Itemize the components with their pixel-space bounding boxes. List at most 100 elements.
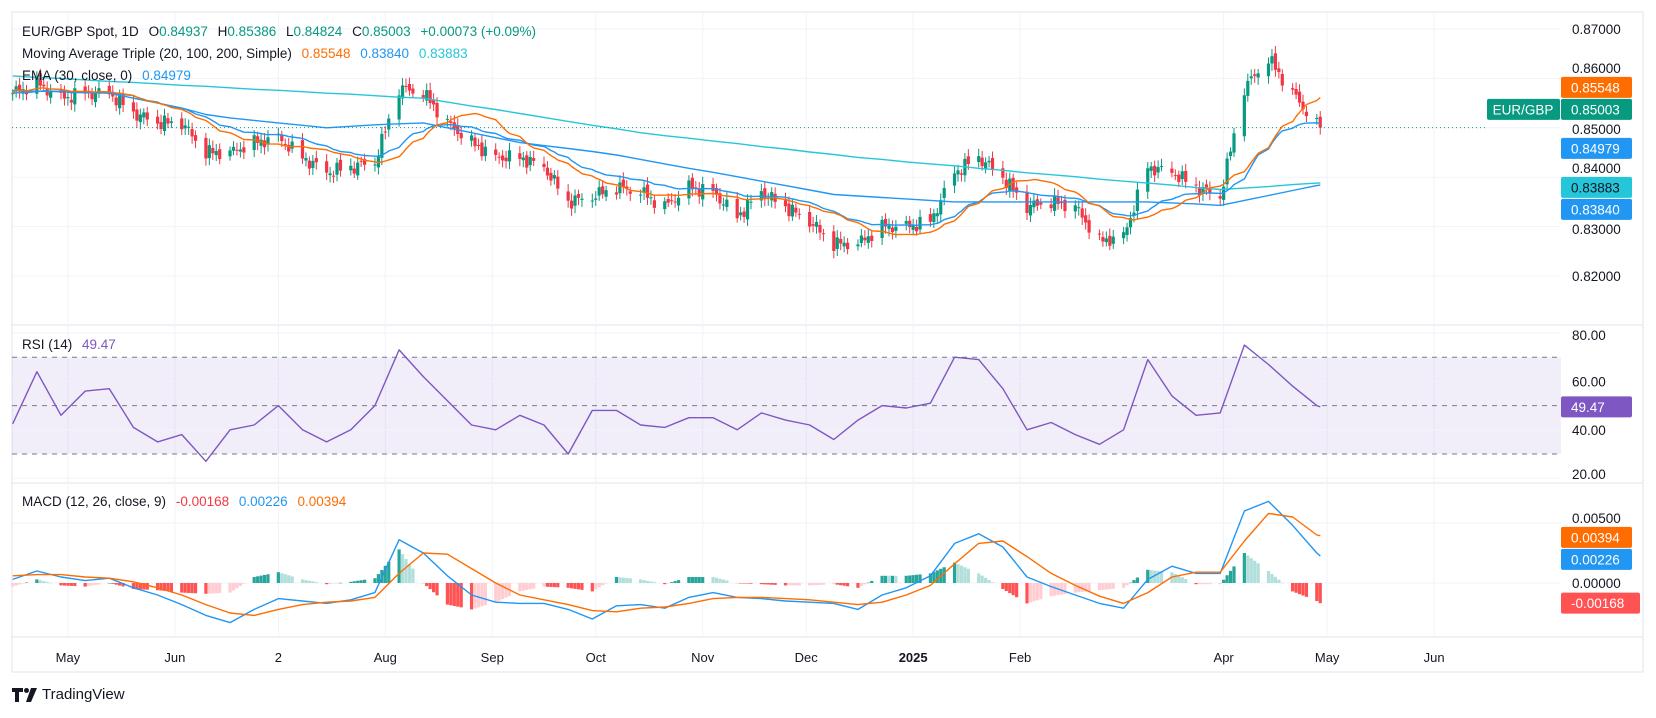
macd-histogram-bar [432,583,436,593]
macd-histogram-bar [425,583,429,587]
candle-body [373,164,377,166]
macd-histogram-bar [573,583,577,589]
macd-histogram-bar [397,549,401,583]
candle-body [228,150,232,157]
candle-body [252,135,256,151]
macd-histogram-bar [400,554,405,583]
macd-histogram-bar [952,562,957,583]
macd-histogram-bar [90,583,94,586]
candle-body [1184,170,1188,182]
candle-body [62,89,67,99]
candle-body [411,88,415,94]
macd-histogram-bar [597,583,601,588]
macd-histogram-bar [11,583,15,587]
candle-body [783,200,788,207]
macd-histogram-bar [1249,558,1253,583]
macd-histogram-bar [932,571,936,583]
candle-body [242,147,246,153]
rsi-value-tag: 49.47 [1561,396,1632,418]
macd-histogram-bar [259,575,263,583]
candle-body [832,231,836,251]
macd-histogram-bar [590,583,594,592]
macd-line [12,500,1321,624]
candle-body [797,213,801,215]
candle-body [1294,89,1298,95]
rsi-label: RSI (14) [22,337,73,352]
candle-body [1032,200,1036,208]
candle-body [407,84,412,91]
macd-histogram-bar [794,583,798,586]
macd-histogram-bar [1177,575,1181,583]
candle-body [421,95,425,98]
macd-histogram-bar [1228,570,1233,583]
macd-histogram-bar [383,565,387,583]
candle-body [1246,80,1250,96]
macd-histogram-bar [963,567,967,583]
candle-body [1122,232,1126,239]
candle-body [590,200,594,202]
macd-histogram-bar [107,583,111,584]
candle-body [597,187,601,196]
candle-body [211,147,215,154]
candle-body [142,112,146,118]
rsi-legend[interactable]: RSI (14) 49.47 [22,337,122,353]
macd-histogram-bar [739,583,743,584]
last-price-tag: 0.85003 [1561,98,1632,120]
candle-body [745,200,750,220]
candle-body [207,145,211,159]
candle-body [1256,73,1260,78]
macd-histogram-bar [1159,571,1164,583]
symbol-price-tag-text: EUR/GBP [1493,102,1554,117]
macd-histogram-bar [483,583,487,606]
candle-body [335,162,339,175]
macd-histogram-bar [1270,573,1274,583]
candle-body [397,95,401,120]
ema-legend[interactable]: EMA (30, close, 0) 0.84979 [22,68,197,84]
candle-body [504,157,508,162]
ma-triple-legend[interactable]: Moving Average Triple (20, 100, 200, Sim… [22,46,474,62]
candle-body [714,188,719,195]
macd-histogram-bar [1063,583,1067,595]
macd-histogram-bar [494,583,498,603]
macd-histogram-bar [87,583,91,587]
macd-axis-label: 0.00000 [1572,576,1621,591]
candle-body [915,226,919,232]
macd-histogram-bar [1059,583,1064,595]
macd-histogram-bar [1111,583,1115,589]
macd-histogram-bar [228,583,232,593]
macd-histogram-bar [1122,583,1126,588]
candle-body [880,219,884,239]
candle-body [1242,95,1246,137]
candle-body [38,73,42,86]
price-axis-label: 0.85000 [1572,122,1621,137]
symbol-price-tag-bg [1487,98,1560,120]
ema30-price-tag: 0.84979 [1561,137,1632,159]
candle-body [1146,168,1150,192]
candle-body [90,92,94,100]
candle-body [114,97,118,106]
ohlc-open-label: O [148,24,160,39]
candle-body [1015,187,1019,193]
price-axis-label: 0.84000 [1572,161,1621,176]
macd-histogram-bar [863,583,867,585]
macd-histogram-bar [1194,583,1198,585]
macd-histogram-bar [1028,583,1033,603]
tradingview-logo[interactable]: TradingView [12,686,125,703]
candle-body [718,193,722,204]
macd-histogram-bar [1011,583,1015,596]
candle-body [645,184,650,198]
candle-body [218,149,222,160]
candle-body [1153,165,1157,176]
candle-body [614,192,619,195]
macd-legend[interactable]: MACD (12, 26, close, 9) -0.00168 0.00226… [22,494,352,510]
macd-histogram-bar [1204,583,1208,585]
macd-histogram-bar [628,578,632,583]
candle-body [1111,236,1115,244]
macd-histogram-bar [266,574,270,583]
price-axis-label: 0.83000 [1572,222,1621,237]
sma20-line [12,87,1321,236]
macd-histogram-bar [290,576,294,583]
candle-body [625,186,629,189]
candle-body [356,162,360,176]
